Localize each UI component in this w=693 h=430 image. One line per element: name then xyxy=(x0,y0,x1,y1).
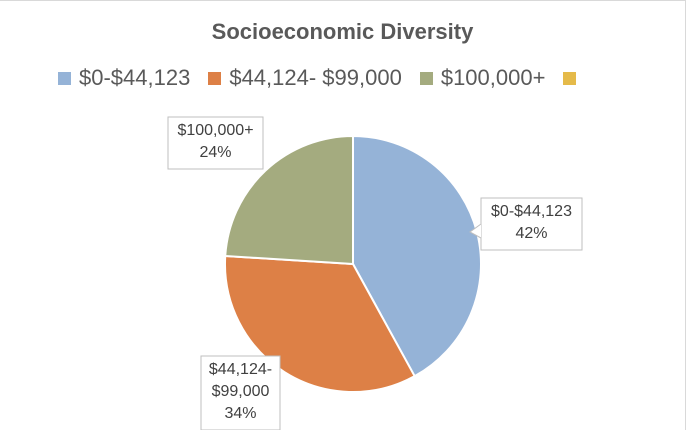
data-label-value: 24% xyxy=(199,144,232,161)
legend-swatch-unlabeled xyxy=(563,71,577,85)
legend-item-middle-income: $44,124- $99,000 xyxy=(208,65,402,91)
pie-slice-2 xyxy=(224,134,354,266)
data-label-category-line: $44,124- xyxy=(208,361,273,378)
data-label-category-line: $0-$44,123 xyxy=(491,203,572,220)
data-callout-pointer-0 xyxy=(469,223,482,239)
legend-label-high-income: $100,000+ xyxy=(440,65,546,90)
data-label-2: $100,000+ 24% xyxy=(168,120,263,164)
data-label-category-line: $100,000+ xyxy=(177,122,254,139)
legend-swatch-high-income xyxy=(419,71,433,85)
legend-item-high-income: $100,000+ xyxy=(419,65,546,91)
data-label-1: $44,124- $99,000 34% xyxy=(201,359,280,425)
data-label-0: $0-$44,123 42% xyxy=(481,201,582,245)
chart-title: Socioeconomic Diversity xyxy=(211,19,474,44)
data-callout-fill-0 xyxy=(482,199,581,249)
data-callout-fill-2 xyxy=(169,118,262,168)
data-label-category-line: $99,000 xyxy=(211,383,270,400)
legend-item-unlabeled xyxy=(563,71,584,85)
data-label-value: 34% xyxy=(224,405,257,422)
chart-legend: $0-$44,123 $44,124- $99,000 $100,000+ xyxy=(58,65,584,91)
legend-label-middle-income: $44,124- $99,000 xyxy=(229,65,402,90)
legend-swatch-middle-income xyxy=(208,71,222,85)
legend-swatch-low-income xyxy=(58,71,71,85)
legend-label-low-income: $0-$44,123 xyxy=(79,65,191,90)
data-callout-fill-1 xyxy=(202,357,279,429)
legend-item-low-income: $0-$44,123 xyxy=(58,65,190,91)
data-label-value: 42% xyxy=(515,225,548,242)
